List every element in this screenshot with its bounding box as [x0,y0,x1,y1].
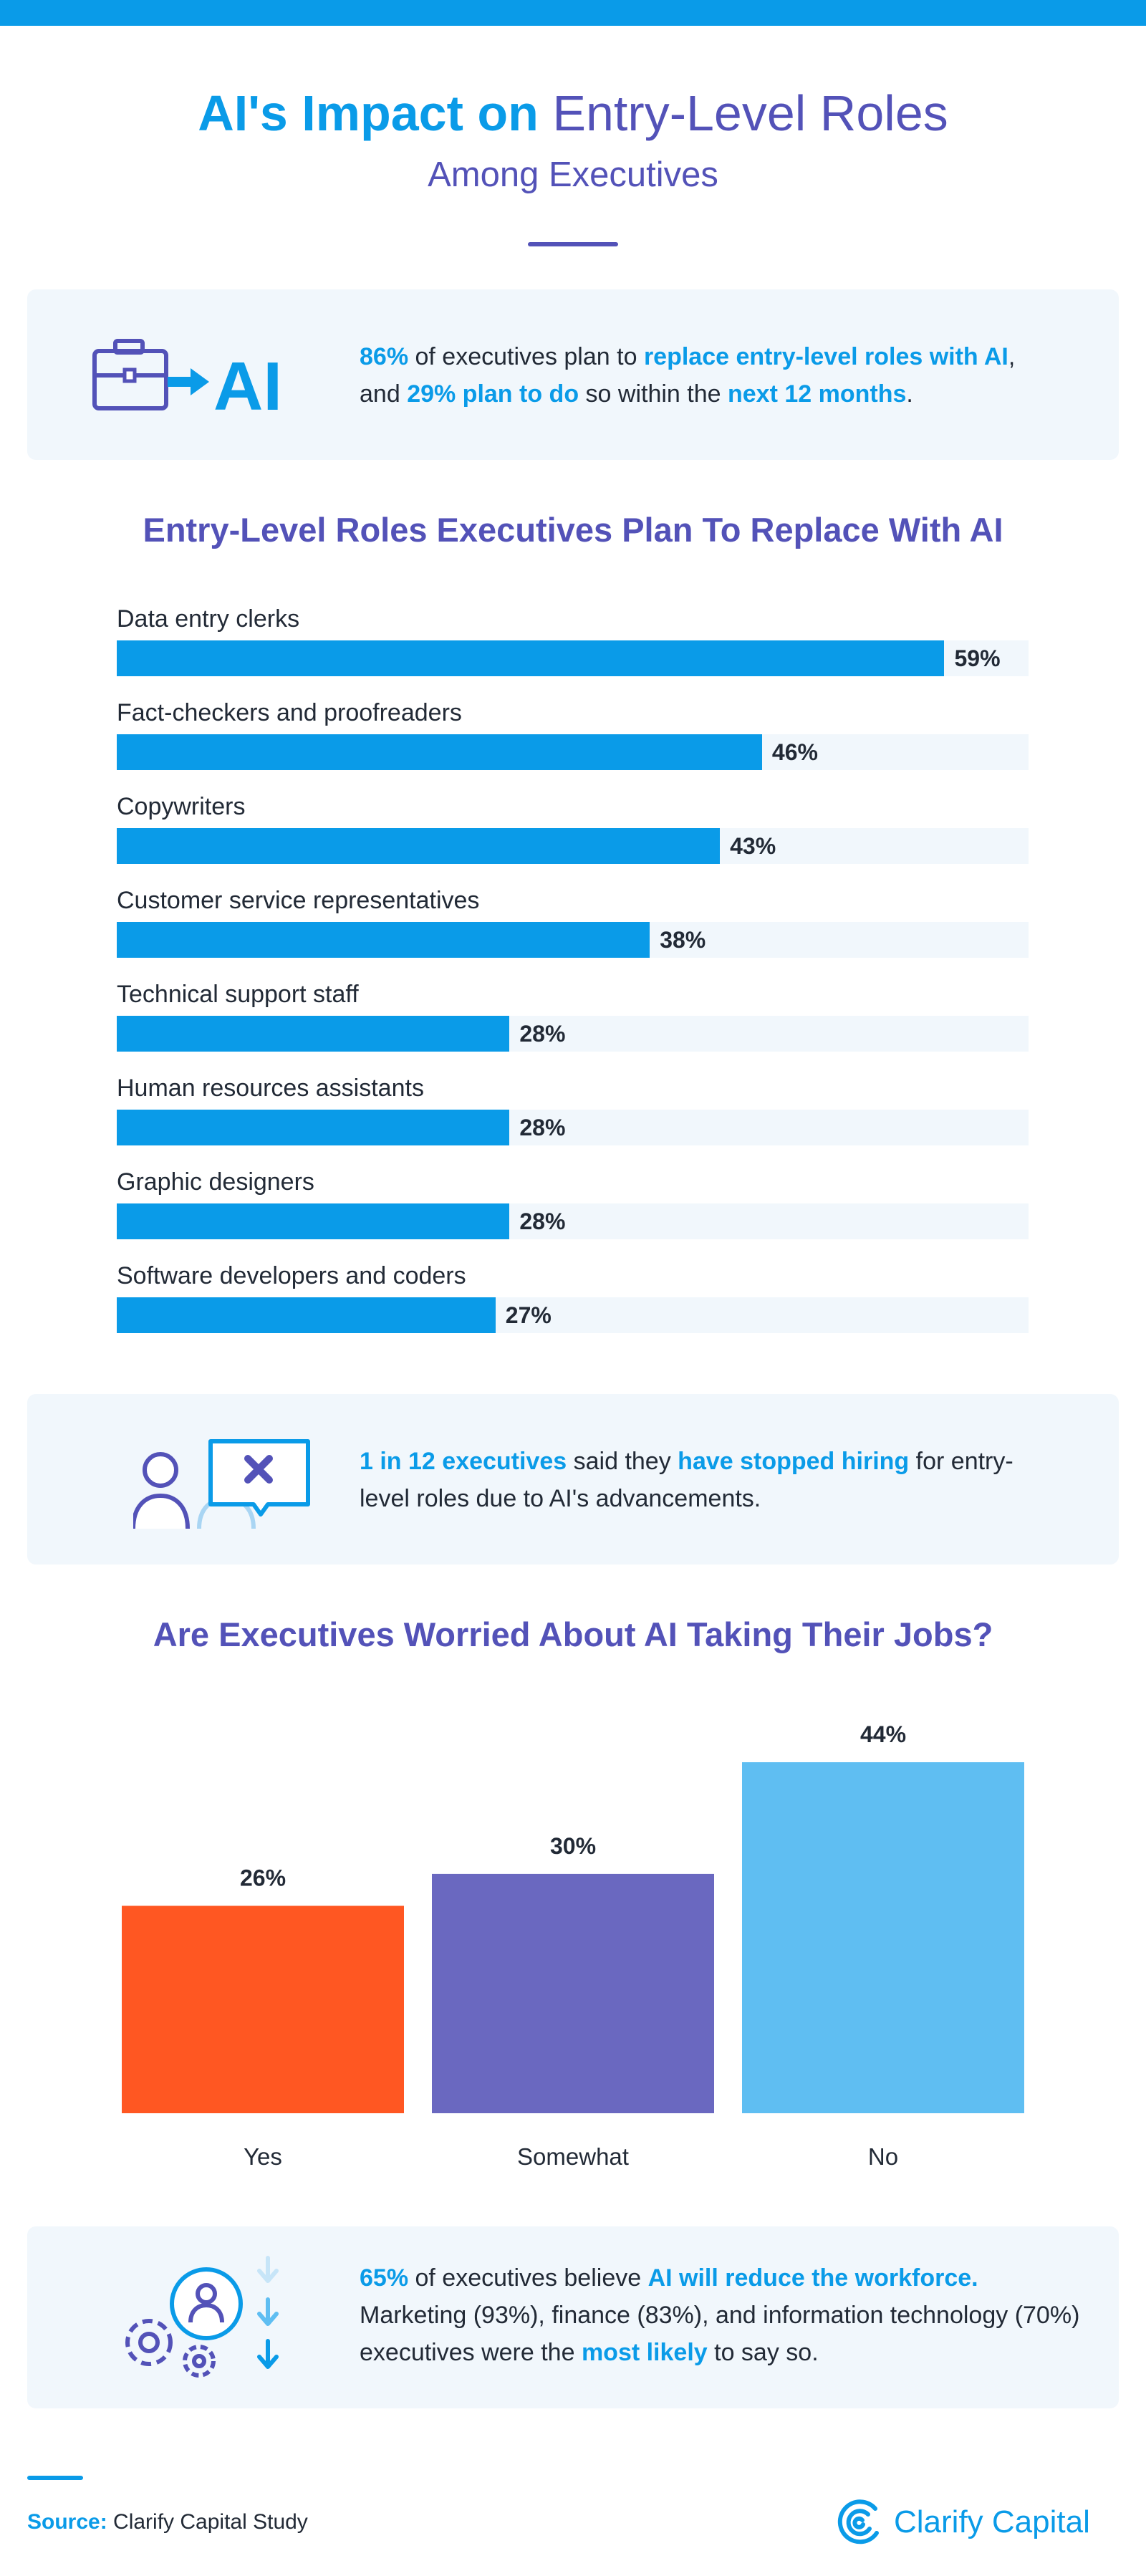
bar-value-label: 38% [660,927,706,953]
bar-label: Fact-checkers and proofreaders [117,699,462,726]
bar-track: 46% [117,734,1029,770]
bar-value-label: 28% [519,1208,566,1234]
bar-track: 28% [117,1016,1029,1052]
stat-panel-workforce: 65% of executives believe AI will reduce… [27,2226,1119,2408]
bar-track: 59% [117,640,1029,676]
bar-track: 28% [117,1203,1029,1239]
bar-label: Human resources assistants [117,1075,424,1102]
bar [117,1203,510,1239]
bar-label: Data entry clerks [117,605,300,633]
stat-text-stopped-hiring: 1 in 12 executives said they have stoppe… [360,1448,1013,1512]
bar-track: 43% [117,828,1029,864]
page-subtitle: Among Executives [428,155,718,194]
bar-value-label: 43% [730,833,776,859]
bar [117,828,721,864]
worry-column-chart: 26% Yes 30% Somewhat 44% No [122,1721,1024,2170]
column-bar [742,1762,1024,2113]
title-divider [528,242,618,246]
bar-label: Technical support staff [117,981,359,1008]
bar-track: 27% [117,1297,1029,1333]
bar-label: Copywriters [117,793,246,820]
bar-label: Software developers and coders [117,1262,466,1289]
column-category-label: Somewhat [517,2143,629,2170]
stat-text-workforce: 65% of executives believe AI will reduce… [360,2264,1080,2366]
workforce-reduction-icon [125,2256,279,2378]
bar-label: Graphic designers [117,1168,314,1196]
bar [117,640,945,676]
brand-logo: Clarify Capital [837,2499,1090,2546]
column-value-label: 26% [240,1865,286,1890]
column-category-label: Yes [244,2143,282,2170]
bar-value-label: 59% [954,645,1001,671]
column-bar [122,1905,404,2113]
title-strong: AI's Impact on [198,85,539,141]
column-category-label: No [868,2143,898,2170]
worry-chart-title: Are Executives Worried About AI Taking T… [153,1615,993,1653]
bar-value-label: 28% [519,1021,566,1047]
bar [117,1016,510,1052]
ai-icon-text: AI [213,348,282,425]
roles-chart-title: Entry-Level Roles Executives Plan To Rep… [143,511,1003,549]
clarify-capital-logo-icon [837,2499,879,2544]
bar-track: 38% [117,922,1029,958]
bar-value-label: 46% [771,739,818,765]
column-value-label: 44% [860,1721,906,1747]
title-light: Entry-Level Roles [552,85,948,141]
bar-track: 28% [117,1110,1029,1145]
bar [117,734,762,770]
stat-text-replace-roles: 86% of executives plan to replace entry-… [360,343,1016,408]
stat-panel-replace-roles: AI 86% of executives plan to replace ent… [27,289,1119,460]
stat-panel-stopped-hiring: 1 in 12 executives said they have stoppe… [27,1394,1119,1565]
column-value-label: 30% [550,1833,596,1859]
source-citation: Source: Clarify Capital Study [27,2510,308,2534]
bar-label: Customer service representatives [117,887,480,914]
footer-divider [27,2476,83,2480]
briefcase-to-ai-icon: AI [92,339,282,425]
page-title: AI's Impact on Entry-Level Roles [0,80,1146,146]
top-accent-bar [0,0,1146,26]
bar-value-label: 28% [519,1115,566,1140]
users-hiring-stopped-icon [133,1439,310,1529]
bar-value-label: 27% [505,1302,552,1328]
bar [117,1110,510,1145]
bar [117,1297,496,1333]
brand-name: Clarify Capital [894,2504,1090,2539]
bar [117,922,650,958]
column-bar [432,1873,714,2113]
